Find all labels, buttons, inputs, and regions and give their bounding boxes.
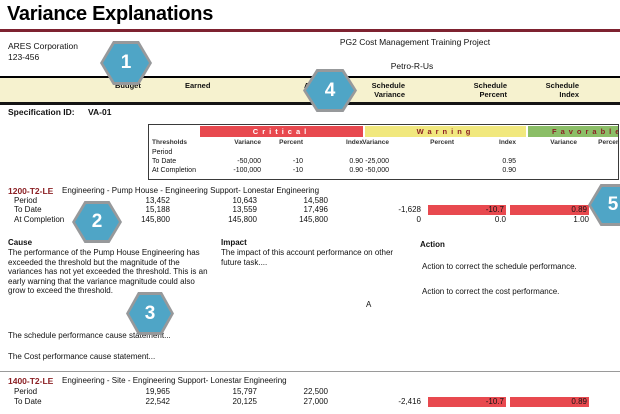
schedule-percent-alert-cell: -10.7 [428, 205, 506, 215]
account-row-to-date: To Date 22,542 20,125 27,000 -2,416 -10.… [14, 397, 589, 407]
favorable-band: Favorable [528, 126, 618, 137]
critical-band: Critical [200, 126, 363, 137]
thresholds-table: Critical Warning Favorable Thresholds Va… [148, 124, 619, 180]
threshold-row-to-date: To Date -50,000 -10 0.90 -25,000 0.95 [152, 158, 516, 165]
schedule-percent-alert-cell: -10.7 [428, 397, 506, 407]
account-id: 1400-T2-LE [8, 376, 54, 386]
cost-cause-statement: The Cost performance cause statement... [8, 352, 156, 361]
warning-band: Warning [365, 126, 526, 137]
account-id: 1200-T2-LE [8, 186, 54, 196]
account-description: Engineering - Site - Engineering Support… [62, 376, 287, 385]
callout-badge-2: 2 [72, 201, 122, 243]
callout-badge-fill [75, 204, 119, 240]
section-divider [0, 371, 620, 372]
col-budget: Budget [115, 81, 141, 90]
thr-col-header: Percent [279, 139, 303, 146]
account-row-to-date: To Date 15,188 13,559 17,496 -1,628 -10.… [14, 205, 589, 215]
schedule-index-alert-cell: 0.89 [510, 205, 589, 215]
specification-id-label: Specification ID: [8, 107, 75, 117]
callout-badge-5: 5 [588, 184, 620, 226]
page-title: Variance Explanations [7, 3, 214, 25]
action-cost-text: Action to correct the cost performance. [422, 287, 560, 296]
company-code: 123-456 [8, 52, 40, 62]
col-earned: Earned [185, 81, 211, 90]
specification-id-value: VA-01 [88, 107, 112, 117]
action-schedule-text: Action to correct the schedule performan… [422, 262, 577, 271]
action-header: Action [420, 240, 445, 249]
thr-col-header: Variance [550, 139, 577, 146]
project-title: PG2 Cost Management Training Project [339, 37, 491, 47]
col-schedule-index: Schedule Index [545, 81, 579, 99]
threshold-row-at-completion: At Completion -100,000 -10 0.90 -50,000 … [152, 167, 516, 174]
thr-col-header: Index [499, 139, 516, 146]
thr-col-header: Index [346, 139, 363, 146]
stray-note: A [366, 300, 372, 309]
col-schedule-percent: Schedule Percent [473, 81, 507, 99]
account-row-period: Period 19,965 15,797 22,500 [14, 387, 328, 396]
account-description: Engineering - Pump House - Engineering S… [62, 186, 320, 195]
callout-badge-3: 3 [126, 292, 174, 335]
account-row-at-completion: At Completion 145,800 145,800 145,800 0 … [14, 215, 589, 224]
threshold-row-period: Period [152, 149, 173, 156]
impact-text: The impact of this account performance o… [221, 248, 394, 267]
subproject-title: Petro-R-Us [390, 61, 434, 71]
account-row-period: Period 13,452 10,643 14,580 [14, 196, 328, 205]
schedule-cause-statement: The schedule performance cause statement… [8, 331, 171, 340]
cause-text: The performance of the Pump House Engine… [8, 248, 208, 295]
thresholds-label: Thresholds [152, 139, 188, 146]
col-schedule-variance: Schedule Variance [371, 81, 405, 99]
thr-col-header: Variance [234, 139, 261, 146]
thr-col-header: Variance [362, 139, 389, 146]
impact-header: Impact [221, 238, 247, 247]
company-name: ARES Corporation [8, 41, 78, 51]
cause-header: Cause [8, 238, 33, 247]
title-rule [0, 29, 620, 32]
thr-col-header: Percent [598, 139, 618, 146]
thr-col-header: Percent [430, 139, 454, 146]
schedule-index-alert-cell: 0.89 [510, 397, 589, 407]
